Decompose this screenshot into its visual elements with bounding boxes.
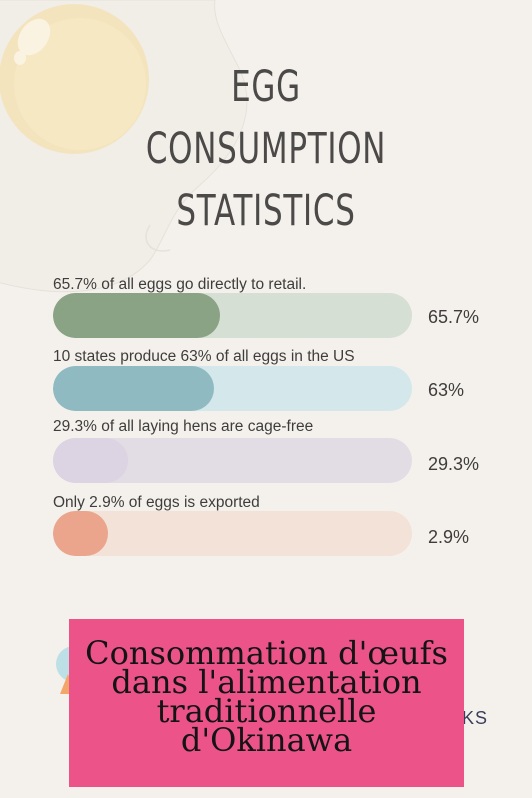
value-label-retail: 65.7% xyxy=(428,307,480,327)
title-line-3: STATISTICS xyxy=(176,186,356,236)
bar-track-exported xyxy=(53,511,412,556)
article-title-banner[interactable]: Consommation d'œufs dans l'alimentation … xyxy=(69,619,464,787)
stat-label-retail: 65.7% of all eggs go directly to retail. xyxy=(53,276,307,293)
title-line-1: EGG xyxy=(231,62,301,112)
title-line-2: CONSUMPTION xyxy=(145,124,387,174)
value-label-exported: 2.9% xyxy=(428,527,470,547)
banner-title: Consommation d'œufs dans l'alimentation … xyxy=(85,634,448,759)
bar-fill-states xyxy=(53,366,214,411)
value-label-states: 63% xyxy=(428,380,465,400)
value-label-cage-free: 29.3% xyxy=(428,454,480,474)
logo-wordmark: KS xyxy=(462,708,489,728)
bar-fill-retail xyxy=(53,293,220,338)
bar-track-cage-free xyxy=(53,438,412,483)
bar-track-states xyxy=(53,366,412,411)
stat-label-cage-free: 29.3% of all laying hens are cage-free xyxy=(53,418,314,435)
page-title: EGG CONSUMPTION STATISTICS xyxy=(74,56,457,242)
bar-track-retail xyxy=(53,293,412,338)
stat-label-states: 10 states produce 63% of all eggs in the… xyxy=(53,348,355,365)
fried-egg-illustration xyxy=(0,0,248,293)
stat-label-exported: Only 2.9% of eggs is exported xyxy=(53,494,260,511)
bar-fill-cage-free xyxy=(53,438,128,483)
bar-fill-exported xyxy=(53,511,108,556)
